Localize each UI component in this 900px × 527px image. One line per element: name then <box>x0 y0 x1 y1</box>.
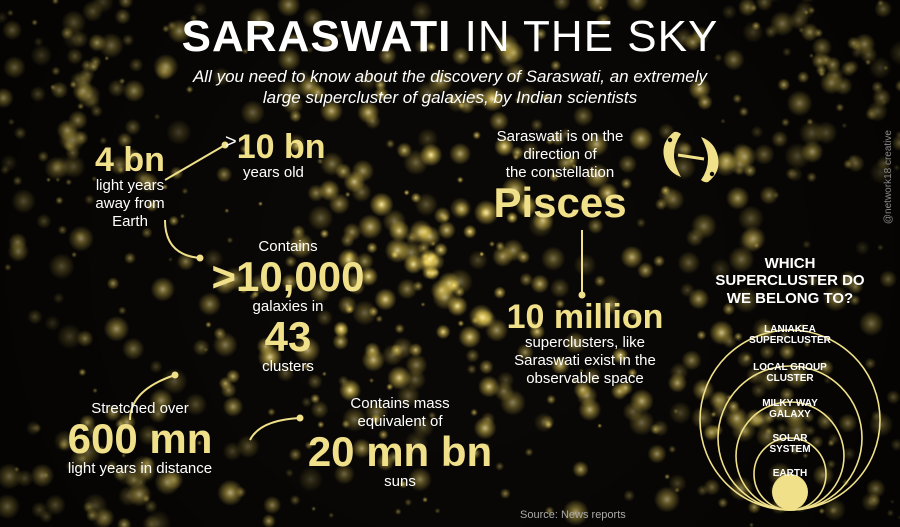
fact-stretch: Stretched over 600 mn light years in dis… <box>20 400 260 478</box>
fact-age: >10 bn years old <box>225 130 375 182</box>
content-layer: SARASWATI IN THE SKY All you need to kno… <box>0 0 900 527</box>
svg-text:EARTH: EARTH <box>773 468 807 479</box>
svg-text:LANIAKEA: LANIAKEA <box>764 324 816 335</box>
supercluster-diagram: LANIAKEASUPERCLUSTER LOCAL GROUPCLUSTER MI… <box>680 310 900 520</box>
fact-distance-text: light years away from Earth <box>60 177 200 231</box>
svg-text:SOLAR: SOLAR <box>773 433 809 444</box>
title-bold: SARASWATI <box>182 12 452 61</box>
svg-text:SUPERCLUSTER: SUPERCLUSTER <box>749 335 831 346</box>
svg-text:GALAXY: GALAXY <box>769 409 811 420</box>
svg-text:SYSTEM: SYSTEM <box>769 444 810 455</box>
fact-galaxies: Contains >10,000 galaxies in 43 clusters <box>178 238 398 376</box>
subtitle: All you need to know about the discovery… <box>0 66 900 109</box>
fact-superclusters: 10 million superclusters, like Saraswati… <box>475 300 695 388</box>
main-title: SARASWATI IN THE SKY <box>0 12 900 62</box>
credit-text: @network18 creative <box>883 130 894 224</box>
svg-text:LOCAL GROUP: LOCAL GROUP <box>753 362 827 373</box>
header: SARASWATI IN THE SKY All you need to kno… <box>0 0 900 109</box>
fact-pisces: Saraswati is on the direction of the con… <box>455 128 665 224</box>
pisces-icon <box>656 122 726 192</box>
svg-text:CLUSTER: CLUSTER <box>766 373 814 384</box>
title-light: IN THE SKY <box>465 12 719 61</box>
supercluster-title: WHICH SUPERCLUSTER DO WE BELONG TO? <box>700 255 880 307</box>
fact-distance: 4 bn light years away from Earth <box>60 143 200 231</box>
fact-mass: Contains mass equivalent of 20 mn bn sun… <box>280 395 520 491</box>
source-text: Source: News reports <box>520 509 626 521</box>
svg-text:MILKY WAY: MILKY WAY <box>762 398 818 409</box>
